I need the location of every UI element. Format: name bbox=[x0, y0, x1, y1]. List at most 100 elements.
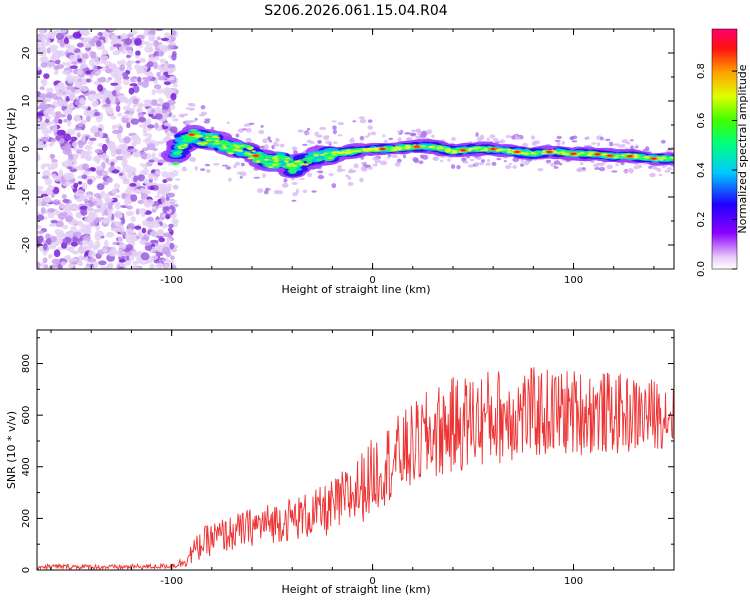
noise-speckle bbox=[147, 75, 153, 80]
noise-speckle bbox=[62, 237, 71, 244]
ridge-blob bbox=[341, 151, 345, 153]
noise-speckle bbox=[146, 143, 156, 151]
spectral-speckle bbox=[228, 177, 232, 182]
noise-speckle bbox=[64, 142, 72, 151]
noise-speckle bbox=[154, 122, 159, 129]
spectral-speckle bbox=[475, 132, 479, 137]
spectral-speckle bbox=[181, 166, 187, 172]
noise-speckle bbox=[163, 81, 171, 86]
spectral-speckle bbox=[556, 141, 561, 147]
noise-speckle bbox=[161, 223, 168, 229]
spectral-speckle bbox=[462, 160, 468, 164]
spectral-speckle bbox=[262, 138, 268, 144]
noise-speckle bbox=[45, 39, 51, 45]
y-tick-label: 400 bbox=[21, 457, 32, 476]
ridge-blob bbox=[221, 144, 227, 147]
spectral-speckle bbox=[431, 134, 435, 138]
noise-speckle bbox=[107, 77, 113, 81]
noise-speckle bbox=[56, 64, 64, 69]
noise-speckle bbox=[97, 84, 104, 92]
spectral-speckle bbox=[554, 139, 561, 142]
spectral-speckle bbox=[629, 169, 634, 174]
noise-speckle bbox=[57, 99, 64, 107]
spectral-speckle bbox=[478, 162, 485, 166]
spectral-speckle bbox=[248, 122, 255, 126]
noise-speckle bbox=[43, 243, 48, 251]
ridge-blob bbox=[361, 148, 366, 150]
noise-speckle bbox=[66, 61, 71, 69]
spectral-speckle bbox=[299, 178, 306, 180]
noise-speckle bbox=[78, 141, 84, 149]
spectral-speckle bbox=[496, 157, 502, 161]
ridge-blob bbox=[506, 151, 512, 154]
spectral-speckle bbox=[331, 183, 337, 189]
noise-speckle bbox=[63, 109, 72, 115]
noise-speckle bbox=[51, 55, 60, 61]
noise-speckle bbox=[112, 43, 122, 48]
noise-speckle bbox=[115, 105, 121, 113]
spectral-speckle bbox=[317, 139, 322, 145]
spectral-speckle bbox=[185, 107, 192, 110]
figure-title: S206.2026.061.15.04.R04 bbox=[264, 3, 447, 19]
spectral-speckle bbox=[200, 168, 206, 172]
noise-speckle bbox=[157, 97, 163, 102]
spectral-speckle bbox=[523, 160, 530, 166]
spectral-speckle bbox=[332, 141, 338, 144]
spectral-speckle bbox=[206, 169, 211, 173]
noise-speckle bbox=[166, 260, 175, 264]
noise-speckle bbox=[136, 266, 141, 269]
ridge-blob bbox=[284, 160, 288, 163]
ridge-blob bbox=[554, 152, 561, 154]
noise-speckle bbox=[110, 70, 118, 78]
noise-speckle bbox=[37, 112, 45, 117]
noise-speckle bbox=[156, 245, 161, 252]
noise-speckle bbox=[110, 161, 115, 167]
noise-speckle bbox=[97, 154, 103, 159]
ridge-blob bbox=[323, 155, 330, 159]
spectral-speckle bbox=[492, 138, 499, 142]
x-tick-label: -100 bbox=[160, 275, 183, 286]
spectral-speckle bbox=[352, 120, 357, 123]
spectral-speckle bbox=[348, 168, 354, 174]
noise-speckle bbox=[61, 29, 67, 34]
spectral-speckle bbox=[561, 141, 565, 145]
noise-speckle bbox=[53, 175, 61, 182]
noise-speckle bbox=[96, 183, 105, 191]
noise-speckle bbox=[131, 264, 137, 269]
ridge-blob bbox=[247, 157, 254, 160]
spectral-speckle bbox=[291, 199, 297, 202]
noise-speckle bbox=[50, 235, 57, 243]
ridge-blob bbox=[466, 149, 472, 152]
ridge-blob bbox=[579, 152, 585, 155]
noise-speckle bbox=[137, 174, 145, 182]
noise-speckle bbox=[93, 92, 102, 101]
spectral-speckle bbox=[360, 162, 367, 165]
snr-panel: -100 0 100 0 200 400 600 800 Height of straight… bbox=[5, 329, 675, 596]
noise-speckle bbox=[144, 242, 150, 247]
spectral-speckle bbox=[531, 141, 537, 146]
ridge-blob bbox=[205, 139, 212, 142]
noise-speckle bbox=[151, 108, 155, 114]
spectral-speckle bbox=[403, 154, 406, 159]
ridge-blob bbox=[613, 156, 619, 159]
noise-speckle bbox=[44, 177, 53, 186]
spectral-speckle bbox=[426, 129, 433, 135]
spectral-speckle bbox=[412, 157, 419, 162]
noise-speckle bbox=[41, 201, 47, 207]
noise-speckle bbox=[115, 148, 123, 155]
noise-speckle bbox=[126, 98, 132, 107]
spectral-speckle bbox=[633, 165, 640, 170]
spectral-speckle bbox=[347, 182, 354, 186]
spectral-speckle bbox=[605, 138, 611, 142]
spectral-speckle bbox=[322, 135, 330, 140]
noise-speckle bbox=[37, 43, 42, 48]
noise-speckle bbox=[112, 50, 120, 56]
noise-speckle bbox=[40, 61, 48, 68]
snr-x-label: Height of straight line (km) bbox=[281, 583, 430, 596]
noise-speckle bbox=[163, 71, 169, 76]
noise-speckle bbox=[66, 85, 75, 90]
spectral-speckle bbox=[302, 143, 308, 146]
spectral-speckle bbox=[572, 135, 578, 140]
spectral-speckle bbox=[265, 187, 270, 191]
spectral-speckle bbox=[394, 162, 401, 167]
